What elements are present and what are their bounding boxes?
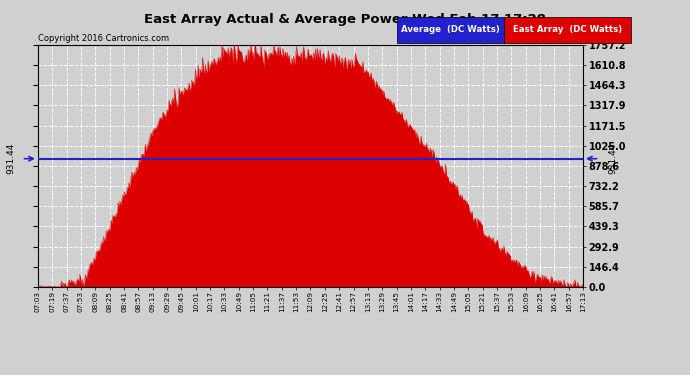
Text: East Array  (DC Watts): East Array (DC Watts) bbox=[513, 26, 622, 34]
Text: Average  (DC Watts): Average (DC Watts) bbox=[401, 26, 500, 34]
Text: East Array Actual & Average Power Wed Feb 17 17:28: East Array Actual & Average Power Wed Fe… bbox=[144, 13, 546, 26]
Text: 931.44: 931.44 bbox=[609, 143, 618, 174]
Text: 931.44: 931.44 bbox=[6, 143, 15, 174]
Text: Copyright 2016 Cartronics.com: Copyright 2016 Cartronics.com bbox=[38, 34, 169, 43]
